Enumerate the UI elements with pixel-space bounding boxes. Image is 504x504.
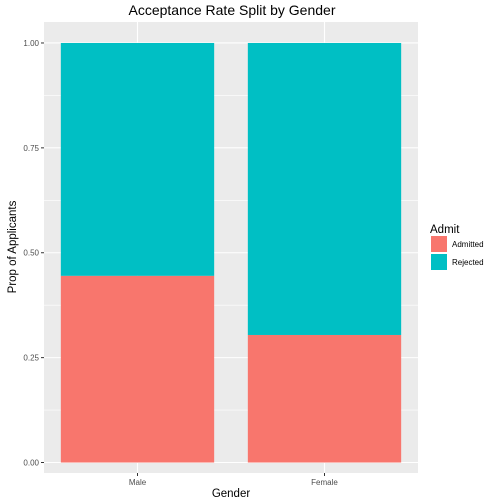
legend-key-admitted xyxy=(431,236,447,252)
x-tick-label: Female xyxy=(311,478,338,487)
legend-label-rejected: Rejected xyxy=(452,258,484,267)
legend-key-rejected xyxy=(431,254,447,270)
y-tick-label: 0.50 xyxy=(23,249,39,258)
legend-label-admitted: Admitted xyxy=(452,240,484,249)
bar-female-rejected xyxy=(247,42,402,335)
y-axis: 0.00 0.25 0.50 0.75 1.00 xyxy=(23,39,44,468)
bar-male-admitted xyxy=(60,275,215,463)
y-tick-label: 0.25 xyxy=(23,354,39,363)
y-axis-title: Prop of Applicants xyxy=(7,200,19,293)
y-tick-label: 0.75 xyxy=(23,144,39,153)
x-axis-title: Gender xyxy=(212,488,251,500)
y-tick-label: 0.00 xyxy=(23,459,39,468)
bars xyxy=(60,42,402,463)
legend: Admit Admitted Rejected xyxy=(430,224,484,270)
bar-male-rejected xyxy=(60,42,215,276)
bar-female-admitted xyxy=(247,334,402,463)
chart-title: Acceptance Rate Split by Gender xyxy=(128,2,335,18)
x-axis: Male Female xyxy=(129,473,338,487)
x-tick-label: Male xyxy=(129,478,147,487)
y-tick-label: 1.00 xyxy=(23,39,39,48)
legend-title: Admit xyxy=(430,224,460,236)
